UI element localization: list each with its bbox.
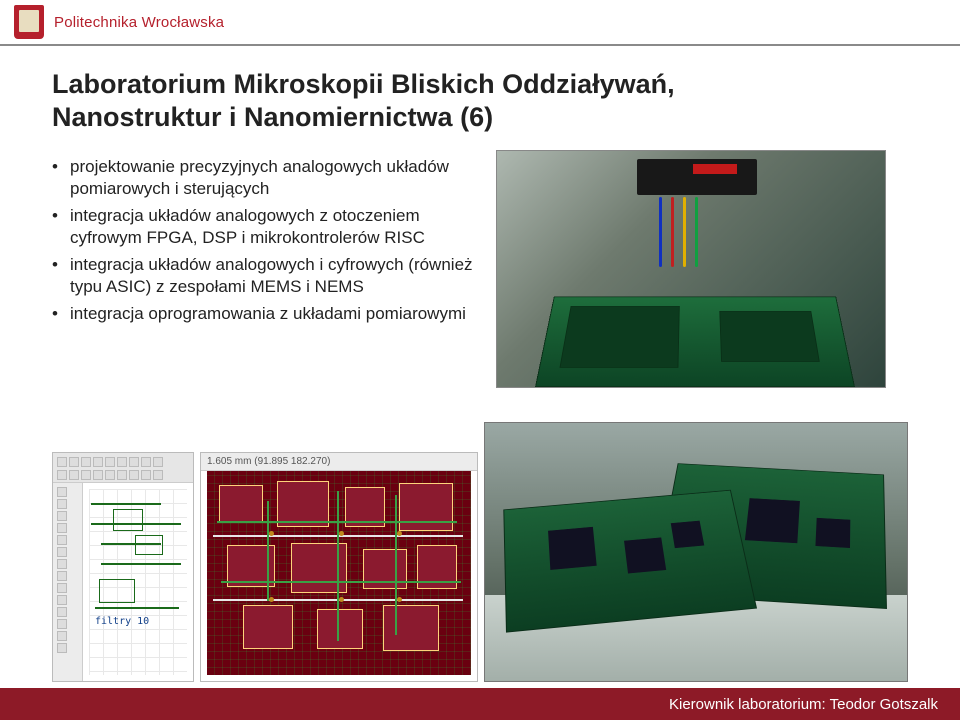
schematic-editor-screenshot: filtry 10: [52, 452, 194, 682]
title-line-1: Laboratorium Mikroskopii Bliskich Oddzia…: [52, 69, 675, 99]
schematic-toolbar: [53, 453, 193, 483]
bullet-list: projektowanie precyzyjnych analogowych u…: [52, 156, 482, 325]
content-columns: projektowanie precyzyjnych analogowych u…: [52, 156, 918, 388]
wire-green: [695, 197, 698, 267]
schematic-tool-column: [53, 483, 83, 681]
slide-title: Laboratorium Mikroskopii Bliskich Oddzia…: [52, 68, 918, 134]
wire-blue: [659, 197, 662, 267]
university-name: Politechnika Wrocławska: [54, 14, 224, 31]
toolbar-icons: [57, 457, 163, 467]
lower-image-row: filtry 10 1.605 mm (91.895 182.270): [52, 452, 908, 682]
slide-body: Laboratorium Mikroskopii Bliskich Oddzia…: [0, 46, 960, 720]
toolbar-icons: [57, 470, 163, 480]
pcb-module-front: [503, 490, 757, 633]
wire-yellow: [683, 197, 686, 267]
bullet-item: integracja oprogramowania z układami pom…: [52, 303, 482, 325]
photo-lab-bench: [496, 150, 886, 388]
pcb-layout-screenshot: 1.605 mm (91.895 182.270): [200, 452, 478, 682]
filter-label: filtry 10: [95, 617, 149, 627]
bullet-item: integracja układów analogowych i cyfrowy…: [52, 254, 482, 299]
text-column: projektowanie precyzyjnych analogowych u…: [52, 156, 482, 388]
pcb-layout-canvas: [207, 471, 471, 675]
power-supply-display: [693, 164, 737, 174]
title-line-2: Nanostruktur i Nanomiernictwa (6): [52, 102, 493, 132]
photo-pcb-racks: [484, 422, 908, 682]
header-bar: Politechnika Wrocławska: [0, 0, 960, 46]
wire-red: [671, 197, 674, 267]
university-logo: [14, 5, 44, 39]
tool-icons: [57, 487, 67, 653]
bullet-item: projektowanie precyzyjnych analogowych u…: [52, 156, 482, 201]
schematic-canvas: [83, 483, 193, 681]
bullet-item: integracja układów analogowych z otoczen…: [52, 205, 482, 250]
footer-text: Kierownik laboratorium: Teodor Gotszalk: [669, 696, 938, 713]
pcb-board: [535, 296, 855, 386]
footer-bar: Kierownik laboratorium: Teodor Gotszalk: [0, 688, 960, 720]
pcb-layout-header: 1.605 mm (91.895 182.270): [201, 453, 477, 471]
